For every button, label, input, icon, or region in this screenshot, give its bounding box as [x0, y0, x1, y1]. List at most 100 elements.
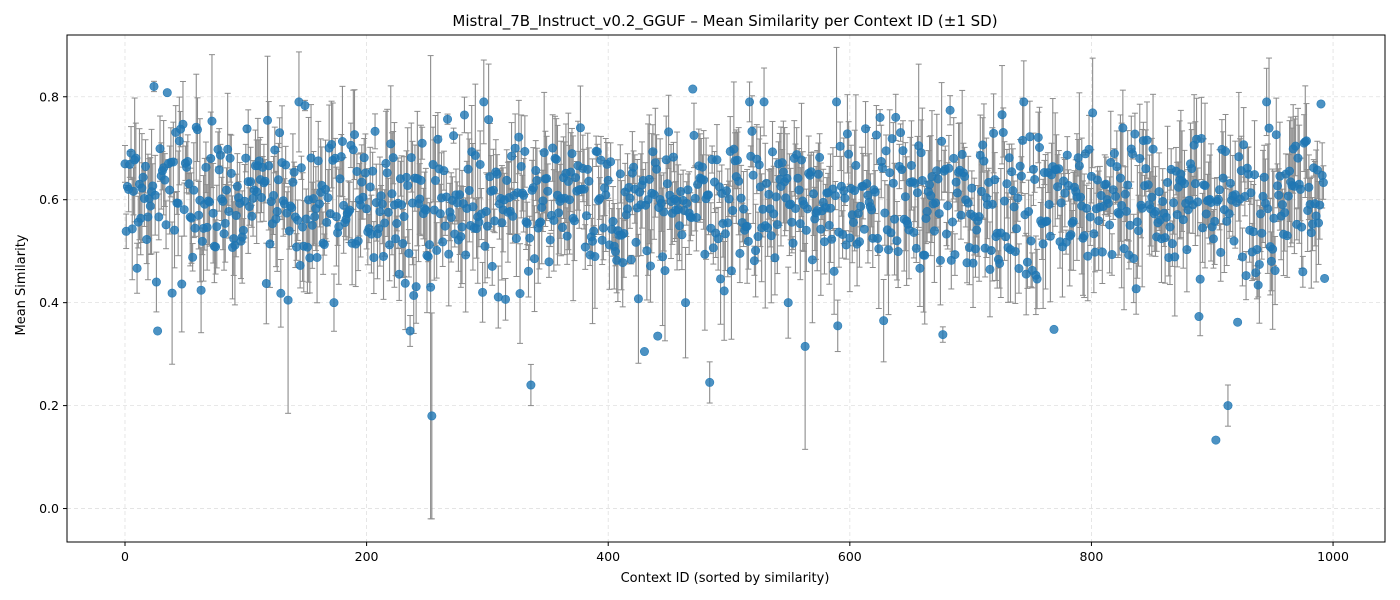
data-point [1112, 162, 1122, 172]
data-point [728, 206, 738, 216]
data-point [221, 185, 231, 195]
data-point [470, 150, 480, 160]
data-point [713, 234, 723, 244]
data-point [887, 134, 897, 144]
data-point [238, 225, 248, 235]
data-point [545, 235, 555, 245]
data-point [386, 139, 396, 149]
y-tick-label: 0.6 [39, 192, 59, 207]
data-point [1120, 189, 1130, 199]
data-point [1315, 200, 1325, 210]
x-tick-label: 600 [838, 549, 862, 564]
data-point [589, 226, 599, 236]
data-point [1038, 239, 1048, 249]
data-point [376, 191, 386, 201]
data-point [382, 168, 392, 178]
data-point [925, 180, 935, 190]
data-point [312, 252, 322, 262]
data-point [726, 266, 736, 276]
data-point [331, 212, 341, 222]
data-point [749, 256, 759, 266]
data-point [1154, 187, 1164, 197]
data-point [137, 183, 147, 193]
data-point [1094, 216, 1104, 226]
data-point [851, 160, 861, 170]
data-point [1026, 236, 1036, 246]
data-point [1015, 161, 1025, 171]
data-point [1214, 185, 1224, 195]
data-point [1084, 144, 1094, 154]
data-point [488, 185, 498, 195]
data-point [753, 232, 763, 242]
data-point [652, 164, 662, 174]
data-point [1283, 191, 1293, 201]
data-point [542, 173, 552, 183]
data-point [761, 178, 771, 188]
data-point [352, 166, 362, 176]
data-point [335, 174, 345, 184]
data-point [435, 209, 445, 219]
data-point [406, 153, 416, 163]
data-point [444, 249, 454, 259]
data-point [877, 163, 887, 173]
data-point [963, 198, 973, 208]
x-tick-label: 400 [596, 549, 620, 564]
data-point [219, 229, 229, 239]
data-point [841, 240, 851, 250]
data-point [145, 201, 155, 211]
data-point [201, 162, 211, 172]
data-point [377, 199, 387, 209]
data-point [514, 132, 524, 142]
data-point [464, 185, 474, 195]
data-point [327, 140, 337, 150]
data-point [161, 220, 171, 230]
data-point [319, 240, 329, 250]
data-point [642, 246, 652, 256]
data-point [218, 196, 228, 206]
data-point [934, 209, 944, 219]
data-point [510, 143, 520, 153]
data-point [322, 217, 332, 227]
data-point [480, 241, 490, 251]
data-point [463, 164, 473, 174]
data-point [264, 161, 274, 171]
data-point [289, 167, 299, 177]
data-point [1297, 222, 1307, 232]
data-point [411, 282, 421, 292]
data-point [1092, 175, 1102, 185]
data-point [1167, 239, 1177, 249]
y-tick-label: 0.4 [39, 295, 59, 310]
data-point [677, 230, 687, 240]
data-point [1082, 203, 1092, 213]
data-point [1034, 143, 1044, 153]
data-point [388, 153, 398, 163]
data-point [668, 152, 678, 162]
data-point [1178, 215, 1188, 225]
data-point [1270, 266, 1280, 276]
data-point [492, 169, 502, 179]
data-point [507, 151, 517, 161]
data-point [400, 278, 410, 288]
data-point [891, 112, 901, 122]
data-point [226, 168, 236, 178]
data-point [862, 179, 872, 189]
data-point [800, 341, 810, 351]
data-point [310, 212, 320, 222]
data-point [459, 110, 469, 120]
data-point [1211, 435, 1221, 445]
data-point [618, 258, 628, 268]
data-point [1208, 234, 1218, 244]
data-point [1056, 198, 1066, 208]
data-point [439, 166, 449, 176]
y-tick-label: 0.8 [39, 89, 59, 104]
data-point [649, 189, 659, 199]
data-point [1004, 153, 1014, 163]
data-point [1018, 135, 1028, 145]
data-point [896, 128, 906, 138]
data-point [1259, 172, 1269, 182]
data-point [392, 218, 402, 228]
data-point [359, 153, 369, 163]
data-point [916, 148, 926, 158]
data-point [1253, 280, 1263, 290]
data-point [515, 289, 525, 299]
